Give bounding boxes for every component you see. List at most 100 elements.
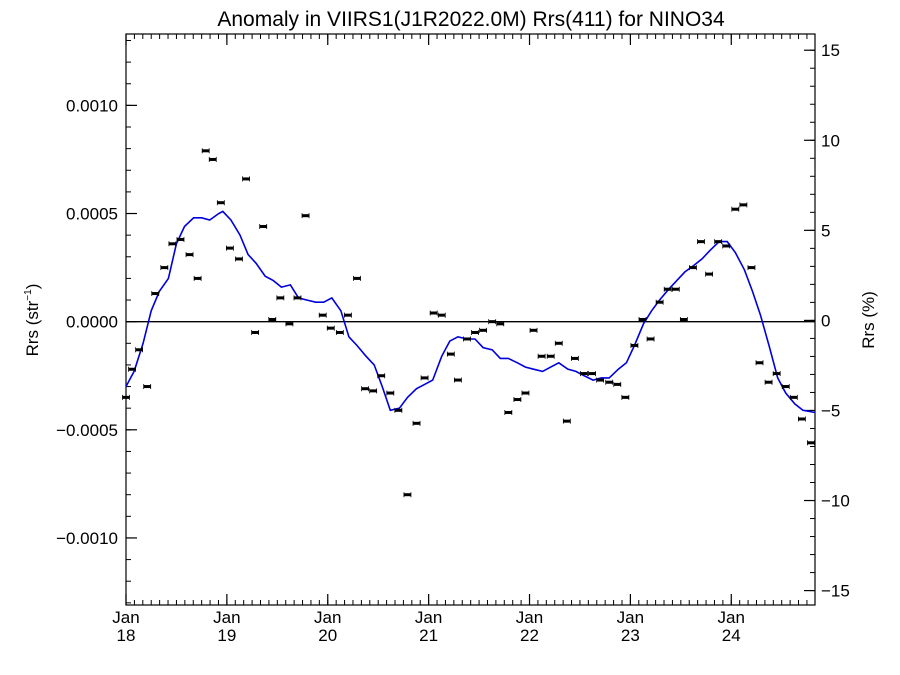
data-point — [529, 327, 538, 333]
data-point — [285, 321, 294, 327]
data-point-mark — [143, 385, 151, 389]
data-point-mark — [242, 177, 250, 181]
data-point — [772, 371, 781, 377]
data-point — [412, 420, 421, 426]
data-point — [747, 265, 756, 271]
data-point-mark — [403, 493, 411, 497]
data-point-mark — [656, 300, 664, 304]
x-tick-year-label: 19 — [217, 626, 236, 645]
data-point-mark — [782, 385, 790, 389]
data-point — [369, 388, 378, 394]
data-point — [521, 390, 530, 396]
x-tick-month-label: Jan — [617, 608, 644, 627]
data-point-mark — [176, 237, 184, 241]
data-point — [488, 319, 497, 325]
data-point — [764, 379, 773, 385]
data-point-mark — [697, 240, 705, 244]
data-point — [638, 317, 647, 322]
data-point-mark — [454, 378, 462, 382]
data-point — [797, 416, 806, 422]
data-point-mark — [135, 348, 143, 352]
data-point — [697, 239, 705, 245]
data-point — [268, 317, 277, 322]
x-tick-month-label: Jan — [718, 608, 745, 627]
data-point — [671, 286, 680, 292]
data-point-mark — [664, 287, 672, 291]
data-point-mark — [756, 361, 764, 365]
data-point — [135, 347, 144, 353]
data-point-mark — [327, 326, 335, 330]
x-tick-month-label: Jan — [213, 608, 240, 627]
data-point-mark — [369, 389, 377, 393]
data-point-mark — [630, 343, 638, 347]
x-tick-month-label: Jan — [415, 608, 442, 627]
data-point — [580, 371, 588, 377]
data-point-mark — [421, 376, 429, 380]
data-point-mark — [336, 330, 344, 334]
data-point-mark — [319, 313, 327, 317]
data-point-mark — [689, 266, 697, 270]
data-point-mark — [605, 380, 613, 384]
left-tick-label: 0.0000 — [66, 313, 118, 332]
data-point — [335, 329, 344, 335]
data-point — [143, 384, 152, 390]
data-point-mark — [463, 337, 471, 341]
data-point-mark — [530, 328, 538, 332]
data-point — [160, 265, 169, 271]
data-point — [176, 236, 185, 242]
data-point-mark — [672, 287, 680, 291]
data-point-mark — [496, 322, 504, 326]
data-point-mark — [276, 296, 284, 300]
data-point — [394, 407, 403, 413]
data-point — [479, 327, 488, 333]
data-point — [504, 410, 513, 416]
right-tick-label: −15 — [821, 582, 850, 601]
data-point — [513, 397, 522, 403]
data-point — [251, 329, 260, 335]
data-point — [571, 355, 579, 361]
data-point — [537, 353, 546, 359]
data-point — [663, 286, 672, 292]
data-point — [755, 360, 764, 366]
data-point — [554, 340, 563, 346]
data-point-mark — [538, 354, 546, 358]
data-point-mark — [122, 395, 130, 399]
data-point — [301, 213, 310, 219]
data-point — [168, 241, 177, 247]
data-point — [781, 384, 790, 390]
x-tick-month-label: Jan — [314, 608, 341, 627]
data-point — [216, 200, 225, 206]
data-point-mark — [547, 354, 555, 358]
data-point-mark — [739, 203, 747, 207]
data-point-mark — [563, 419, 571, 423]
left-tick-label: 0.0005 — [66, 205, 118, 224]
right-tick-label: 15 — [821, 41, 840, 60]
data-point — [122, 394, 130, 400]
data-point-mark — [588, 372, 596, 376]
data-point — [655, 299, 664, 305]
data-point-mark — [251, 330, 259, 334]
data-point — [596, 377, 605, 383]
data-point-mark — [798, 417, 806, 421]
right-tick-label: 5 — [821, 221, 830, 240]
data-point-mark — [647, 337, 655, 341]
x-tick-month-label: Jan — [516, 608, 543, 627]
data-point — [496, 321, 505, 327]
data-point — [739, 202, 748, 208]
data-point-mark — [765, 380, 773, 384]
x-tick-month-label: Jan — [112, 608, 139, 627]
right-y-axis: 15 10 5 0 −5 −10 −15 — [804, 41, 850, 601]
data-point — [588, 371, 596, 377]
data-point — [208, 156, 217, 162]
data-point-mark — [613, 382, 621, 386]
data-point — [471, 329, 479, 335]
data-point — [361, 386, 369, 392]
right-tick-label: −5 — [821, 401, 840, 420]
data-point-mark — [790, 395, 798, 399]
data-point — [562, 418, 571, 424]
data-point-mark — [773, 372, 781, 376]
data-point — [151, 291, 160, 297]
data-point — [605, 379, 614, 385]
data-point-mark — [580, 372, 588, 376]
